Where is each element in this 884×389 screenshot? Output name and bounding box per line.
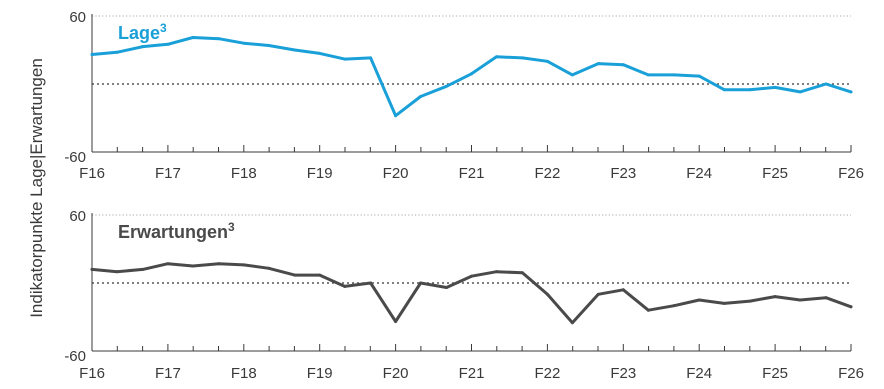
data-point <box>343 57 347 61</box>
data-point <box>166 42 170 46</box>
data-point <box>722 301 726 305</box>
data-point <box>217 37 221 41</box>
x-tick-label: F17 <box>155 165 181 182</box>
x-tick-label: F18 <box>231 165 257 182</box>
data-point <box>343 284 347 288</box>
x-tick-label: F26 <box>838 365 864 382</box>
data-point <box>470 72 473 76</box>
data-point <box>697 298 701 302</box>
data-point <box>697 74 701 78</box>
y-tick-label: 60 <box>69 208 86 225</box>
data-point <box>646 73 650 77</box>
data-point <box>773 85 777 89</box>
panel-title: Lage3 <box>118 21 167 43</box>
data-point <box>470 274 473 278</box>
data-point <box>419 94 423 98</box>
x-tick-label: F24 <box>686 365 712 382</box>
y-axis-title: Indikatorpunkte Lage|Erwartungen <box>27 58 46 318</box>
x-tick-label: F16 <box>79 365 105 382</box>
data-point <box>242 263 246 267</box>
data-point <box>191 264 195 268</box>
data-point <box>369 281 373 285</box>
data-point <box>318 273 322 277</box>
data-point <box>115 50 119 54</box>
data-point <box>672 304 676 308</box>
data-point <box>621 63 625 67</box>
data-point <box>621 288 625 292</box>
series-line <box>90 36 853 118</box>
data-point <box>419 281 423 285</box>
x-tick-label: F16 <box>79 165 105 182</box>
data-point <box>672 73 676 77</box>
data-point <box>748 88 752 92</box>
x-tick-label: F21 <box>459 165 485 182</box>
data-point <box>849 90 853 94</box>
data-point <box>394 320 398 324</box>
panel-title: Erwartungen3 <box>118 220 235 242</box>
data-point <box>267 266 271 270</box>
series-line <box>90 262 853 325</box>
data-point <box>394 114 398 118</box>
x-tick-label: F22 <box>534 165 560 182</box>
panel-title-superscript: 3 <box>228 220 235 234</box>
data-point <box>141 45 145 49</box>
x-tick-label: F19 <box>307 165 333 182</box>
data-point <box>520 271 524 275</box>
data-point <box>90 53 94 57</box>
x-tick-label: F24 <box>686 165 712 182</box>
x-tick-label: F25 <box>762 165 788 182</box>
data-point <box>444 286 448 290</box>
x-tick-label: F25 <box>762 365 788 382</box>
data-point <box>293 48 297 52</box>
data-point <box>90 267 94 271</box>
y-tick-label: -60 <box>64 149 86 166</box>
data-point <box>824 296 828 300</box>
data-point <box>748 299 752 303</box>
data-point <box>293 273 297 277</box>
panel-title-superscript: 3 <box>160 21 167 35</box>
data-point <box>798 298 802 302</box>
data-point <box>520 56 524 60</box>
x-tick-label: F21 <box>459 365 485 382</box>
x-tick-label: F26 <box>838 165 864 182</box>
data-point <box>545 59 549 63</box>
data-point <box>495 270 499 274</box>
data-point <box>773 295 777 299</box>
data-point <box>824 82 828 86</box>
data-point <box>849 305 853 309</box>
data-point <box>242 41 246 45</box>
x-tick-label: F19 <box>307 365 333 382</box>
data-point <box>115 270 119 274</box>
data-point <box>545 292 549 296</box>
data-point <box>217 262 221 266</box>
data-point <box>444 84 448 88</box>
data-point <box>570 321 574 325</box>
x-tick-label: F23 <box>610 165 636 182</box>
x-tick-label: F18 <box>231 365 257 382</box>
data-point <box>722 88 726 92</box>
data-point <box>596 292 600 296</box>
data-point <box>318 51 322 55</box>
x-tick-label: F22 <box>534 365 560 382</box>
y-tick-label: 60 <box>69 9 86 26</box>
data-point <box>191 36 195 40</box>
y-tick-label: -60 <box>64 348 86 365</box>
x-tick-label: F17 <box>155 365 181 382</box>
data-point <box>570 73 574 77</box>
data-point <box>798 90 802 94</box>
data-point <box>596 62 600 66</box>
x-tick-label: F20 <box>383 365 409 382</box>
x-tick-label: F23 <box>610 365 636 382</box>
data-point <box>141 267 145 271</box>
x-tick-label: F20 <box>383 165 409 182</box>
data-point <box>369 56 373 60</box>
data-point <box>646 308 650 312</box>
data-point <box>166 262 170 266</box>
data-point <box>267 43 271 47</box>
data-point <box>495 55 499 59</box>
